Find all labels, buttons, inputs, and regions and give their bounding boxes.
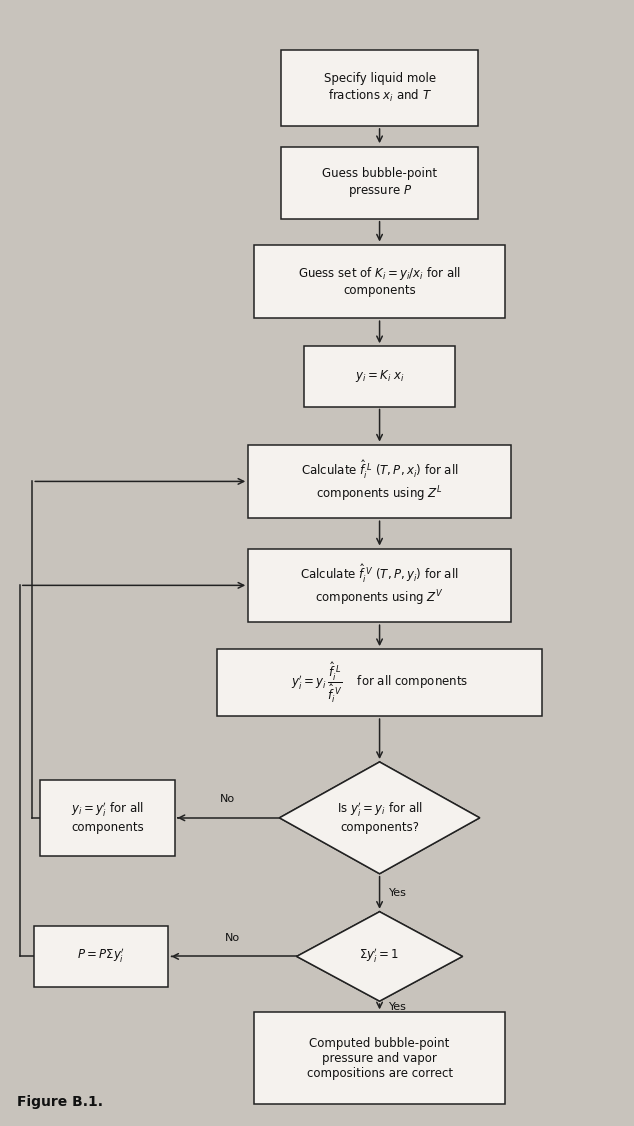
Text: No: No	[225, 933, 240, 942]
Text: Calculate $\hat{f}_i^{\ L}$ $(T,P,x_i)$ for all
components using $Z^L$: Calculate $\hat{f}_i^{\ L}$ $(T,P,x_i)$ …	[301, 459, 458, 503]
Text: $y_i = K_i\ x_i$: $y_i = K_i\ x_i$	[355, 368, 404, 384]
Text: Is $y_i^{\prime} = y_i$ for all
components?: Is $y_i^{\prime} = y_i$ for all componen…	[337, 802, 422, 834]
FancyBboxPatch shape	[248, 549, 511, 622]
FancyBboxPatch shape	[34, 926, 169, 988]
Text: $y_i = y_i^{\prime}$ for all
components: $y_i = y_i^{\prime}$ for all components	[71, 802, 144, 834]
Text: $P = P\Sigma y_i^{\prime}$: $P = P\Sigma y_i^{\prime}$	[77, 947, 125, 965]
Text: Yes: Yes	[389, 887, 407, 897]
FancyBboxPatch shape	[254, 245, 505, 318]
Text: Specify liquid mole
fractions $x_i$ and $T$: Specify liquid mole fractions $x_i$ and …	[323, 72, 436, 104]
FancyBboxPatch shape	[217, 649, 542, 716]
FancyBboxPatch shape	[281, 146, 478, 220]
Polygon shape	[297, 912, 462, 1001]
FancyBboxPatch shape	[281, 50, 478, 126]
Text: No: No	[219, 795, 235, 804]
Text: Guess bubble-point
pressure $P$: Guess bubble-point pressure $P$	[322, 168, 437, 198]
FancyBboxPatch shape	[40, 780, 174, 856]
Text: Computed bubble-point
pressure and vapor
compositions are correct: Computed bubble-point pressure and vapor…	[306, 1037, 453, 1080]
Text: Guess set of $K_i = y_i / x_i$ for all
components: Guess set of $K_i = y_i / x_i$ for all c…	[298, 266, 461, 297]
Text: Calculate $\hat{f}_i^{\ V}$ $(T,P,y_i)$ for all
components using $Z^V$: Calculate $\hat{f}_i^{\ V}$ $(T,P,y_i)$ …	[301, 563, 459, 608]
FancyBboxPatch shape	[304, 346, 455, 408]
Text: $y_i^{\prime} = y_i\,\dfrac{\hat{f}_i^{\ L}}{\hat{f}_i^{\ V}}\quad$ for all comp: $y_i^{\prime} = y_i\,\dfrac{\hat{f}_i^{\…	[291, 660, 468, 705]
Text: $\Sigma y_i^{\prime} = 1$: $\Sigma y_i^{\prime} = 1$	[359, 947, 400, 965]
FancyBboxPatch shape	[248, 445, 511, 518]
FancyBboxPatch shape	[254, 1012, 505, 1103]
Polygon shape	[280, 762, 480, 874]
Text: Yes: Yes	[389, 1002, 407, 1012]
Text: Figure B.1.: Figure B.1.	[16, 1094, 103, 1109]
